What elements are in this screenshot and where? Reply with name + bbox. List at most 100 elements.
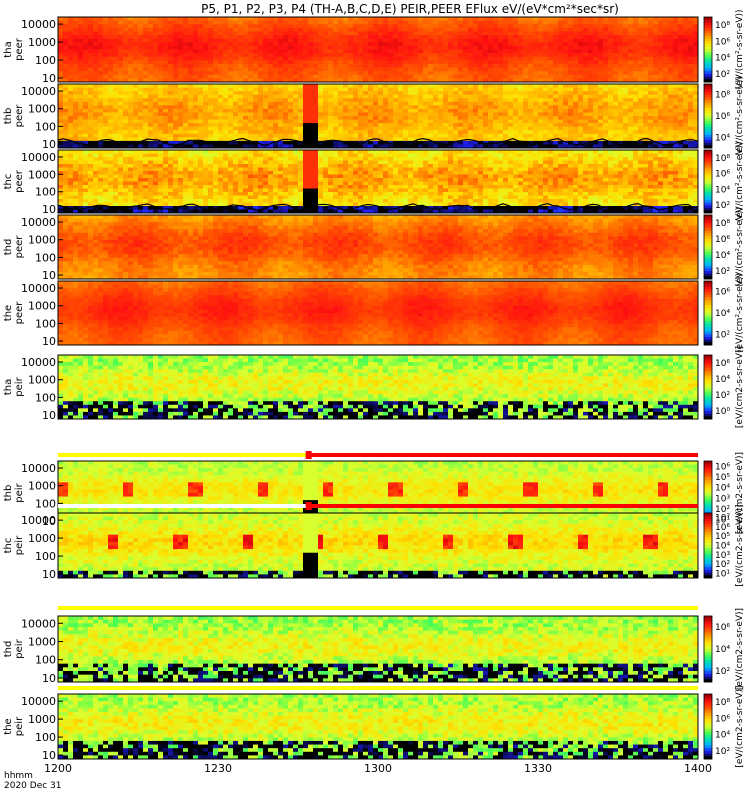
- colorbar-tick-label: 10²: [715, 201, 730, 211]
- colorbar-tick-label: 10³: [715, 494, 730, 504]
- colorbar-unit-label: [eV/(cm2-s-sr-eV)]: [735, 504, 745, 586]
- colorbar-tick-label: 10⁶: [715, 714, 730, 724]
- spectrogram-image: [58, 150, 699, 214]
- y-tick-label: 10000: [21, 356, 56, 369]
- y-tick-label: 10000: [21, 85, 56, 98]
- x-tick-label: 1400: [684, 762, 712, 775]
- y-tick-label: 1000: [28, 36, 56, 49]
- colorbar-unit-label: [eV/(cm2-s-sr-eV)]: [735, 685, 745, 767]
- y-tick-label: 100: [35, 550, 56, 563]
- spectrogram-image: [58, 513, 699, 579]
- y-tick-label: 100: [35, 391, 56, 404]
- y-axis-label: thcpeir: [3, 535, 25, 555]
- panel-thc-peir: 10100100010000thcpeir10⁷10⁶10⁵10⁴10³10²1…: [3, 504, 745, 586]
- panel-thb-peer: 10100100010000thbpeer10⁸10⁶10⁴(eV/(cm²-s…: [3, 76, 745, 156]
- panel-tha-peer: 10100100010000thapeer10⁸10⁶10⁴10²(eV/(cm…: [3, 9, 745, 89]
- y-tick-label: 100: [35, 497, 56, 510]
- y-tick-label: 1000: [28, 300, 56, 313]
- colorbar-tick-label: 10⁴: [715, 731, 730, 741]
- y-axis-label: thapeer: [3, 37, 25, 61]
- panel-thd-peir: 10100100010000thdpeir10⁶10⁴10²[eV/(cm2-s…: [3, 608, 745, 690]
- panel-the-peer: 10100100010000thepeer10⁶10⁴10²(eV/(cm²-s…: [3, 273, 745, 353]
- flag-bar: [58, 451, 698, 459]
- colorbar-tick-label: 10⁶: [715, 170, 730, 180]
- flag-bar: [58, 686, 698, 690]
- colorbar-tick-label: 10⁴: [715, 251, 730, 261]
- colorbar-tick-label: 10⁸: [715, 154, 730, 164]
- x-tick-label: 1230: [204, 762, 232, 775]
- colorbar-tick-label: 10⁴: [715, 375, 730, 385]
- y-tick-label: 10000: [21, 695, 56, 708]
- colorbar-tick-label: 10⁸: [715, 21, 730, 31]
- y-tick-label: 1000: [28, 168, 56, 181]
- panel-tha-peir: 10100100010000thapeir10⁶10⁴10²10⁰[eV/(cm…: [3, 346, 745, 428]
- panel-the-peir: 10100100010000thepeir10⁸10⁶10⁴10²[eV/(cm…: [3, 685, 745, 767]
- y-tick-label: 10: [42, 749, 56, 762]
- colorbar-tick-label: 10⁶: [715, 359, 730, 369]
- spectrogram-image: [58, 215, 699, 280]
- y-tick-label: 10000: [21, 514, 56, 527]
- date-label: 2020 Dec 31: [4, 781, 62, 791]
- y-tick-label: 100: [35, 186, 56, 199]
- y-tick-label: 1000: [28, 713, 56, 726]
- y-tick-label: 100: [35, 654, 56, 667]
- colorbar-tick-label: 10²: [715, 330, 730, 340]
- colorbar-tick-label: 10⁴: [715, 185, 730, 195]
- colorbar-tick-label: 10⁶: [715, 37, 730, 47]
- y-tick-label: 1000: [28, 635, 56, 648]
- y-axis-label: thcpeer: [3, 169, 25, 193]
- colorbar-tick-label: 10⁶: [715, 623, 730, 633]
- panels-layer: 10100100010000thapeer10⁸10⁶10⁴10²(eV/(cm…: [3, 9, 745, 767]
- colorbar-tick-label: 10⁶: [715, 288, 730, 298]
- y-tick-label: 10: [42, 138, 56, 151]
- y-axis-label: thepeir: [3, 716, 25, 736]
- spectrogram-image: [58, 355, 699, 420]
- y-tick-label: 1000: [28, 374, 56, 387]
- colorbar-tick-label: 10²: [715, 667, 730, 677]
- y-tick-label: 10000: [21, 216, 56, 229]
- y-axis-label: thepeer: [3, 301, 25, 325]
- colorbar-tick-label: 10⁸: [715, 698, 730, 708]
- y-tick-label: 1000: [28, 480, 56, 493]
- y-tick-label: 10: [42, 269, 56, 282]
- y-tick-label: 10: [42, 72, 56, 85]
- colorbar-tick-label: 10⁴: [715, 309, 730, 319]
- colorbar-tick-label: 10²: [715, 391, 730, 401]
- y-tick-label: 10: [42, 409, 56, 422]
- colorbar-tick-label: 10⁴: [715, 645, 730, 655]
- y-tick-label: 1000: [28, 234, 56, 247]
- colorbar-tick-label: 10⁵: [715, 473, 730, 483]
- colorbar-tick-label: 10⁶: [715, 235, 730, 245]
- colorbar-tick-label: 10⁴: [715, 484, 730, 494]
- y-axis-label: thbpeir: [3, 482, 25, 502]
- y-tick-label: 10000: [21, 617, 56, 630]
- spectrogram-image: [58, 616, 699, 683]
- colorbar-tick-label: 10²: [715, 747, 730, 757]
- flag-bar: [58, 606, 698, 610]
- flag-marker: [306, 451, 312, 459]
- y-tick-label: 10000: [21, 18, 56, 31]
- y-tick-label: 10000: [21, 282, 56, 295]
- spectrogram-image: [58, 17, 699, 83]
- x-header-label: hhmm: [4, 771, 33, 781]
- x-tick-label: 1200: [44, 762, 72, 775]
- spectrogram-image: [58, 281, 699, 346]
- y-axis-label: thapeir: [3, 376, 25, 396]
- y-tick-label: 1000: [28, 532, 56, 545]
- y-tick-label: 10000: [21, 151, 56, 164]
- y-axis-label: thdpeir: [3, 638, 25, 658]
- colorbar-tick-label: 10⁶: [715, 462, 730, 472]
- y-tick-label: 10: [42, 568, 56, 581]
- colorbar-unit-label: [eV/(cm2-s-sr-eV)]: [735, 346, 745, 428]
- y-tick-label: 100: [35, 251, 56, 264]
- spectrogram-image: [58, 694, 699, 760]
- colorbar-tick-label: 10⁴: [715, 133, 730, 143]
- y-tick-label: 100: [35, 54, 56, 67]
- y-tick-label: 10000: [21, 462, 56, 475]
- colorbar-tick-label: 10²: [715, 70, 730, 80]
- x-tick-label: 1300: [364, 762, 392, 775]
